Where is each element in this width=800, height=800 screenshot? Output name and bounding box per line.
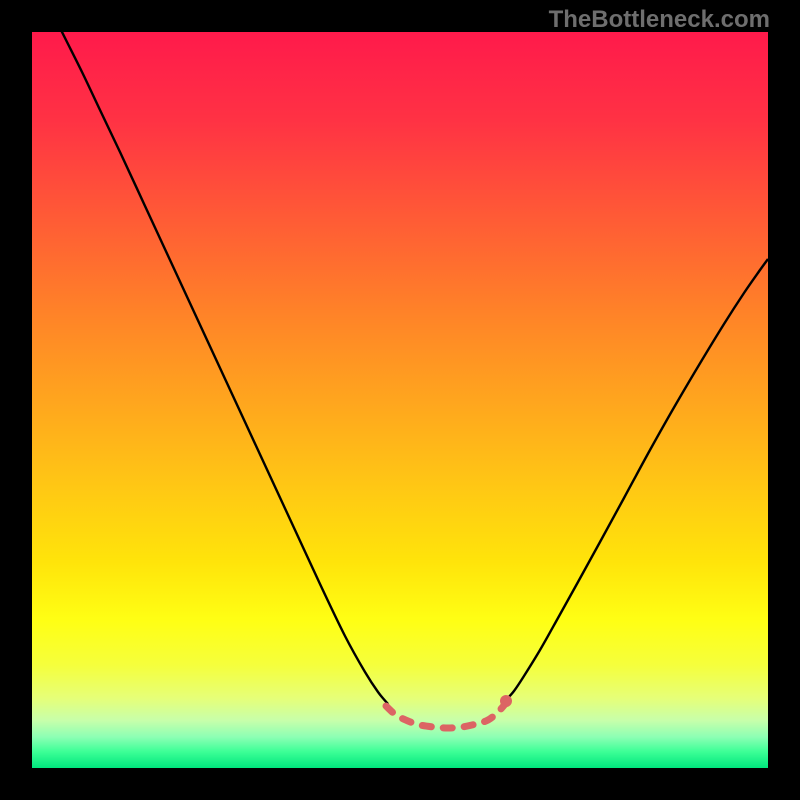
gradient-background [32,32,768,768]
optimal-range-end-dot [500,695,512,707]
watermark-text: TheBottleneck.com [549,6,770,34]
plot-area [32,12,768,768]
bottleneck-chart [0,0,800,800]
